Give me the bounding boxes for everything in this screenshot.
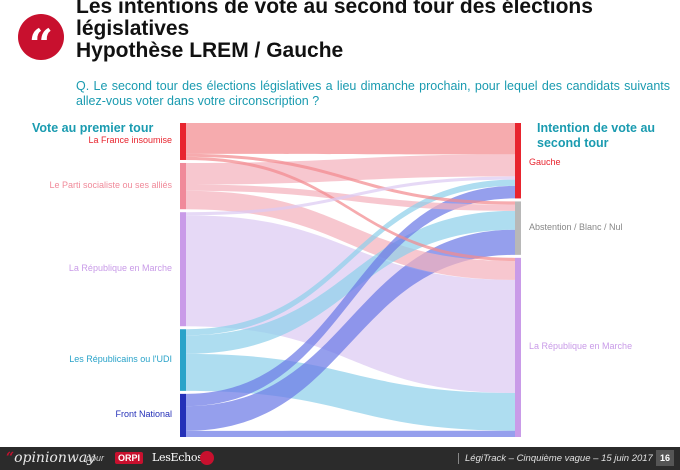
right-node-label: Abstention / Blanc / Nul [529, 222, 623, 233]
title-line-2: législatives [76, 17, 190, 40]
left-node-bar [180, 162, 186, 210]
footer-source: LégiTrack – Cinquième vague – 15 juin 20… [458, 453, 653, 464]
left-node-label: La République en Marche [68, 263, 172, 274]
sankey-diagram [180, 123, 521, 437]
left-node-label: Le Parti socialiste ou ses alliés [49, 180, 172, 191]
orpi-logo: ORPI [115, 452, 144, 464]
right-column-header: Intention de vote au second tour [537, 121, 656, 150]
right-node-bar [515, 257, 521, 437]
left-node-label: La France insoumise [88, 135, 172, 146]
left-node-bar [180, 393, 186, 437]
flow-band [186, 176, 515, 216]
survey-question: Q. Le second tour des élections législat… [76, 79, 670, 108]
left-column-header: Vote au premier tour [32, 121, 154, 135]
title-line-1: Les intentions de vote au second tour de… [76, 0, 593, 18]
flow-band [186, 153, 515, 205]
quote-logo-icon: “ [18, 14, 64, 66]
left-node-bar [180, 212, 186, 327]
flow-band [186, 430, 515, 437]
flow-band [186, 185, 515, 407]
right-node-label: La République en Marche [529, 341, 633, 352]
right-node-bar [515, 201, 521, 255]
flow-band [186, 154, 515, 185]
footer-bar: “opinionway pour ORPI LesEchos LégiTrack… [0, 447, 680, 470]
right-node-bar [515, 123, 521, 199]
page-title: Les intentions de vote au second tour de… [76, 0, 666, 62]
flow-band [186, 184, 515, 211]
right-node-label: Gauche [529, 157, 561, 167]
flow-band [186, 179, 515, 336]
left-node-bar [180, 123, 186, 160]
footer-pour: pour [86, 453, 105, 463]
title-line-3: Hypothèse LREM / Gauche [76, 39, 344, 62]
flow-band [186, 215, 515, 393]
flow-band [186, 210, 515, 354]
page-number: 16 [656, 450, 674, 466]
flow-band [186, 156, 515, 261]
opinionway-logo: “opinionway [6, 450, 96, 466]
left-node-label: Les Républicains ou l'UDI [69, 354, 172, 365]
flow-band [186, 229, 515, 431]
left-node-label: Front National [115, 409, 172, 420]
lesechos-logo: LesEchos [152, 451, 203, 464]
radio-logo-icon [200, 451, 214, 465]
left-node-bar [180, 329, 186, 391]
flow-band [186, 190, 515, 280]
flow-band [186, 123, 515, 155]
